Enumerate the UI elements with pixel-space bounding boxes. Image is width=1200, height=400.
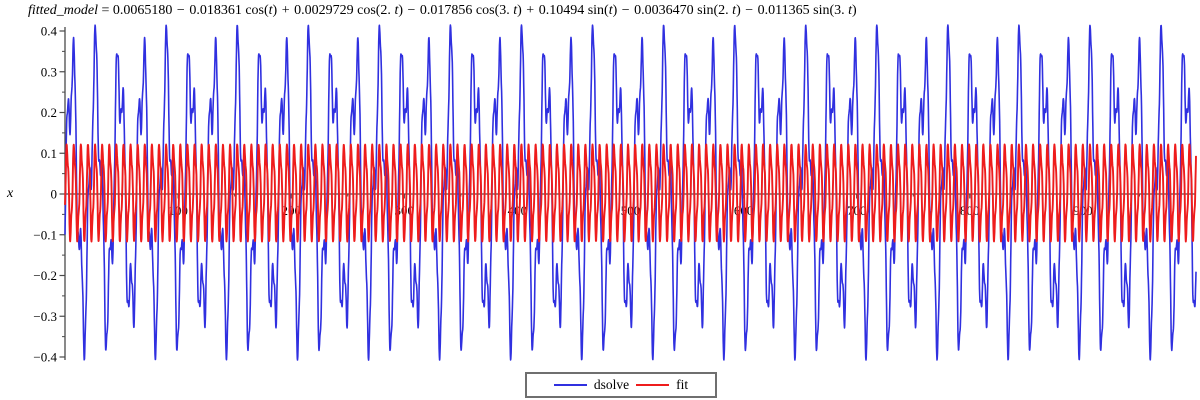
legend-label-fit: fit xyxy=(676,377,689,392)
title-segment: 0.011365 sin(3. xyxy=(754,3,849,18)
legend: dsolve fit xyxy=(525,372,717,398)
title-segment: 0.0029729 cos(2. xyxy=(290,3,395,18)
title-segment: t xyxy=(394,3,399,18)
title-segment: t xyxy=(608,3,613,18)
title-segment: ) xyxy=(612,3,621,18)
title-segment: 0.018361 cos( xyxy=(185,3,269,18)
fit-curve xyxy=(64,143,1197,243)
y-tick-label: 0 xyxy=(51,187,58,202)
title-segment: fitted_model xyxy=(28,3,98,18)
y-tick-label: −0.1 xyxy=(33,227,57,242)
title-segment: ) xyxy=(272,3,281,18)
y-tick-label: 0.3 xyxy=(41,64,57,79)
title-segment: ) xyxy=(852,3,857,18)
title-segment: t xyxy=(848,3,853,18)
y-tick-label: −0.4 xyxy=(33,350,57,365)
title-segment: + xyxy=(526,3,535,18)
title-segment: ) xyxy=(398,3,407,18)
y-tick-label: −0.2 xyxy=(33,268,57,283)
title-segment: − xyxy=(745,3,754,18)
y-tick-label: 0.4 xyxy=(41,24,58,39)
title-segment: − xyxy=(407,3,416,18)
x-tick-label: 800 xyxy=(960,203,980,218)
y-axis-label: x xyxy=(7,186,14,201)
title-segment: ) xyxy=(736,3,745,18)
title-segment: ) xyxy=(517,3,526,18)
title-segment: 0.0036470 sin(2. xyxy=(630,3,733,18)
legend-swatch-dsolve xyxy=(553,383,587,387)
x-tick-label: 700 xyxy=(847,203,867,218)
title-segment: 0.10494 sin( xyxy=(535,3,609,18)
y-tick-label: 0.1 xyxy=(41,146,57,161)
title-segment: − xyxy=(621,3,630,18)
dsolve-curve xyxy=(64,24,1197,361)
y-tick-label: −0.3 xyxy=(33,309,57,324)
title-segment: t xyxy=(513,3,518,18)
legend-label-dsolve: dsolve xyxy=(593,377,630,392)
plot-title: fitted_model = 0.0065180 − 0.018361 cos(… xyxy=(28,3,857,19)
title-segment: 0.017856 cos(3. xyxy=(416,3,514,18)
legend-swatch-fit xyxy=(636,383,670,387)
title-segment: + xyxy=(281,3,290,18)
title-segment: t xyxy=(732,3,737,18)
y-tick-label: 0.2 xyxy=(41,105,57,120)
title-segment: = 0.0065180 xyxy=(98,3,176,18)
title-segment: t xyxy=(268,3,273,18)
title-segment: − xyxy=(176,3,185,18)
